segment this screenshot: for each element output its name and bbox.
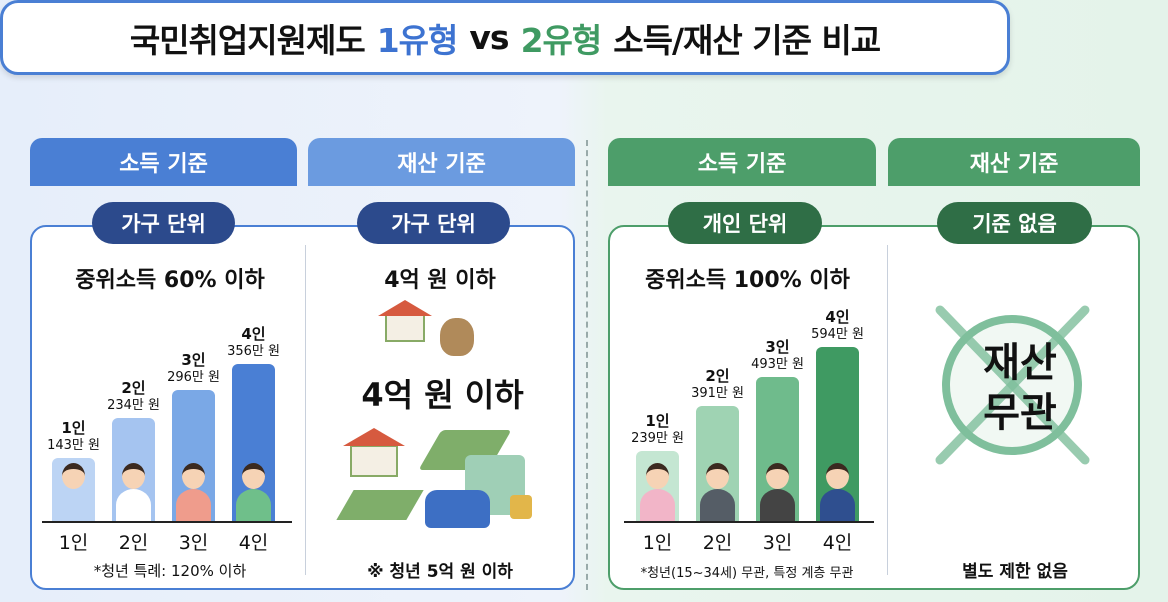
person-head-icon <box>826 463 849 489</box>
type2-income-note: *청년(15~34세) 무관, 특정 계층 무관 <box>640 566 854 581</box>
type2-asset-note: 별도 제한 없음 <box>962 562 1068 582</box>
title-suffix: 소득/재산 기준 비교 <box>613 20 881 60</box>
no-asset-stamp-text: 재산 무관 <box>942 338 1098 438</box>
person-icon <box>640 489 675 521</box>
bar-value-label: 143만 원 <box>47 437 100 453</box>
bar-value-label: 234만 원 <box>107 397 160 413</box>
type1-asset-pill: 가구 단위 <box>357 202 510 244</box>
person-head-icon <box>242 463 265 489</box>
section-divider <box>586 140 588 590</box>
bar-value-label: 391만 원 <box>691 386 744 402</box>
bar-label: 3인 493만 원 <box>733 337 823 373</box>
person-icon <box>236 489 271 521</box>
type1-asset-note: ※ 청년 5억 원 이하 <box>367 562 513 582</box>
person-icon <box>700 489 735 521</box>
person-icon <box>56 489 91 521</box>
person-icon <box>760 489 795 521</box>
stamp-line2: 무관 <box>983 390 1057 436</box>
x-tick-label: 1인 <box>642 532 673 554</box>
x-tick-label: 3인 <box>762 532 793 554</box>
type1-income-subtitle: 중위소득 60% 이하 <box>75 268 265 293</box>
type2-income-subtitle: 중위소득 100% 이하 <box>645 268 850 293</box>
person-head-icon <box>706 463 729 489</box>
bar-value-label: 493만 원 <box>751 356 804 372</box>
page-title: 국민취업지원제도 1유형 vs 2유형 소득/재산 기준 비교 <box>0 0 1010 75</box>
person-head-icon <box>122 463 145 489</box>
bar-label: 2인 391만 원 <box>673 368 763 402</box>
title-type2: 2유형 <box>520 20 603 60</box>
type2-income-pill: 개인 단위 <box>668 202 822 244</box>
chart1-baseline <box>42 521 292 523</box>
bar-value-label: 594만 원 <box>811 327 864 342</box>
x-tick-label: 2인 <box>118 532 149 554</box>
tab-type2-asset: 재산 기준 <box>888 138 1140 186</box>
bar-label: 2인 234만 원 <box>89 378 179 414</box>
bar-category-label: 4인 <box>825 308 850 326</box>
money-bag-icon <box>440 318 474 356</box>
house-icon-2 <box>350 445 398 477</box>
stamp-line1: 재산 <box>983 340 1057 386</box>
bar-value-label: 356만 원 <box>227 344 280 359</box>
person-head-icon <box>62 463 85 489</box>
title-vs: vs <box>469 18 509 57</box>
bar-category-label: 1인 <box>645 411 670 430</box>
title-type1: 1유형 <box>376 20 459 60</box>
cross-icon <box>935 305 1090 465</box>
tab-type1-income: 소득 기준 <box>30 138 297 186</box>
type1-asset-subtitle: 4억 원 이하 <box>384 268 496 293</box>
bar-category-label: 2인 <box>121 378 146 397</box>
x-tick-label: 3인 <box>178 532 209 554</box>
person-icon <box>176 489 211 521</box>
bar-label: 1인 143만 원 <box>29 418 119 454</box>
x-tick-label: 4인 <box>822 532 853 554</box>
person-head-icon <box>646 463 669 489</box>
car-icon <box>425 490 490 528</box>
house-roof-icon <box>378 300 432 316</box>
coins-icon <box>510 495 532 519</box>
bar-label: 4인 594만 원 <box>793 309 883 343</box>
house-roof-icon-2 <box>343 428 405 446</box>
person-head-icon <box>766 463 789 489</box>
type1-income-pill: 가구 단위 <box>92 202 235 244</box>
bar-category-label: 4인 <box>241 325 266 343</box>
bar-category-label: 3인 <box>181 351 206 370</box>
bar-label: 3인 296만 원 <box>149 352 239 386</box>
person-head-icon <box>182 463 205 489</box>
type1-asset-big-text: 4억 원 이하 <box>361 376 524 414</box>
person-icon <box>820 489 855 521</box>
bar-label: 4인 356만 원 <box>209 326 299 360</box>
panel-divider-2 <box>887 245 888 575</box>
type1-panel <box>30 225 575 590</box>
type1-income-note: *청년 특례: 120% 이하 <box>93 562 247 580</box>
panel-divider <box>305 245 306 575</box>
x-tick-label: 2인 <box>702 532 733 554</box>
title-text: 국민취업지원제도 <box>129 20 366 60</box>
person-icon <box>116 489 151 521</box>
bar-category-label: 3인 <box>765 337 790 356</box>
tab-type2-income: 소득 기준 <box>608 138 876 186</box>
bar-category-label: 2인 <box>705 367 730 386</box>
bar-value-label: 239만 원 <box>631 430 684 446</box>
house-icon <box>385 312 425 342</box>
bar-value-label: 296만 원 <box>167 370 220 386</box>
tab-type1-asset: 재산 기준 <box>308 138 575 186</box>
type2-asset-pill: 기준 없음 <box>937 202 1092 244</box>
x-tick-label: 1인 <box>58 532 89 554</box>
bar-label: 1인 239만 원 <box>613 411 703 447</box>
x-tick-label: 4인 <box>238 532 269 554</box>
chart2-baseline <box>624 521 874 523</box>
bar-category-label: 1인 <box>61 418 86 437</box>
